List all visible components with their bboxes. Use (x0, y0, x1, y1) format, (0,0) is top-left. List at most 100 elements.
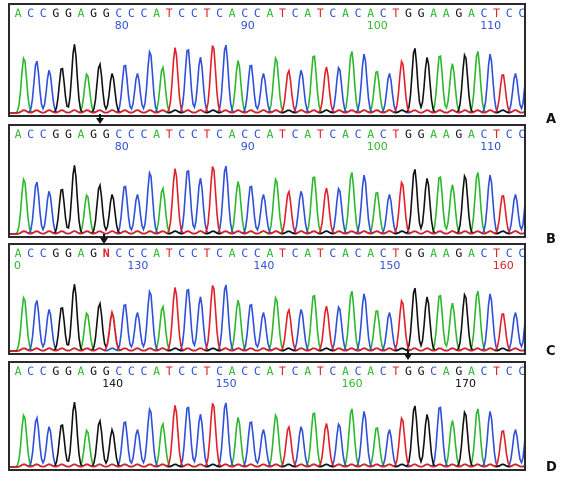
base-call: G (404, 127, 413, 141)
base-call: C (178, 6, 186, 20)
base-call: C (253, 6, 262, 20)
base-call: C (379, 246, 388, 260)
panel-label-c: C (546, 344, 556, 359)
position-label: 150 (379, 259, 401, 272)
base-call: C (115, 364, 123, 378)
base-call: C (216, 246, 224, 260)
base-call: G (90, 246, 98, 260)
base-call: G (455, 246, 463, 260)
position-label: 80 (114, 19, 129, 32)
base-call: A (467, 246, 476, 260)
base-call: A (266, 364, 274, 378)
base-call: C (430, 364, 438, 378)
base-call: A (266, 127, 274, 141)
base-call: A (342, 6, 350, 20)
base-call: C (480, 127, 488, 141)
base-call: A (430, 246, 438, 260)
base-call: A (342, 127, 350, 141)
base-call: C (518, 6, 526, 20)
base-call: T (165, 127, 174, 141)
base-call: C (291, 127, 300, 141)
trace-c (10, 44, 524, 114)
base-call: C (27, 246, 35, 260)
base-call: C (190, 127, 199, 141)
base-call: T (279, 6, 287, 20)
base-call: G (52, 364, 60, 378)
base-call: G (455, 127, 463, 141)
base-call: C (27, 6, 35, 20)
base-call: C (39, 246, 48, 260)
position-label: 140 (253, 259, 275, 272)
base-call: C (140, 6, 148, 20)
position-label: 160 (341, 377, 363, 390)
base-call: A (342, 364, 350, 378)
panel-label-d: D (546, 460, 557, 475)
base-call: G (417, 246, 426, 260)
base-call: G (64, 246, 73, 260)
base-call: C (178, 364, 186, 378)
chromatogram-d (10, 401, 524, 468)
base-call: A (77, 127, 85, 141)
base-call: C (216, 364, 224, 378)
base-call: A (14, 364, 23, 378)
base-call: G (417, 127, 426, 141)
base-call: A (153, 364, 161, 378)
base-call: A (153, 246, 161, 260)
base-call: C (127, 246, 136, 260)
base-call: C (140, 364, 148, 378)
base-call: A (153, 127, 161, 141)
base-call: A (228, 6, 237, 20)
base-call: A (266, 6, 274, 20)
base-call: A (367, 6, 375, 20)
base-call: C (216, 6, 224, 20)
base-call: G (404, 6, 413, 20)
base-call: G (417, 364, 426, 378)
base-call: C (518, 127, 526, 141)
position-label: 80 (114, 140, 129, 153)
panel-label-b: B (546, 232, 556, 247)
base-call: C (505, 6, 514, 20)
base-call: C (27, 364, 35, 378)
position-label: 0 (14, 259, 21, 272)
base-call: A (14, 6, 23, 20)
position-label: 100 (366, 19, 388, 32)
base-call: C (505, 246, 514, 260)
base-call: C (190, 246, 199, 260)
base-call: C (480, 6, 488, 20)
base-call: C (178, 127, 186, 141)
base-call: A (14, 246, 23, 260)
base-call: C (379, 127, 388, 141)
base-call: A (153, 6, 161, 20)
base-call: C (140, 246, 148, 260)
base-call: T (203, 127, 211, 141)
base-call: A (304, 127, 312, 141)
base-call: T (316, 246, 325, 260)
trace-t (10, 45, 524, 114)
base-call: N (102, 246, 111, 260)
base-call: T (279, 364, 287, 378)
base-call: A (367, 246, 375, 260)
base-call: T (316, 364, 325, 378)
base-call: A (228, 127, 237, 141)
base-call: C (329, 6, 337, 20)
trace-t (10, 402, 524, 468)
position-label: 90 (240, 140, 255, 153)
base-call: A (77, 364, 85, 378)
base-call: G (455, 6, 463, 20)
base-call: C (253, 246, 262, 260)
base-call: A (77, 246, 85, 260)
chromatogram-c (10, 284, 524, 352)
base-call: C (39, 127, 48, 141)
base-call: A (430, 127, 438, 141)
position-label: 110 (480, 19, 502, 32)
base-call: G (102, 364, 111, 378)
base-call: T (279, 246, 287, 260)
base-call: T (279, 127, 287, 141)
base-call: T (493, 127, 501, 141)
position-label: 130 (127, 259, 149, 272)
base-call: T (493, 6, 501, 20)
